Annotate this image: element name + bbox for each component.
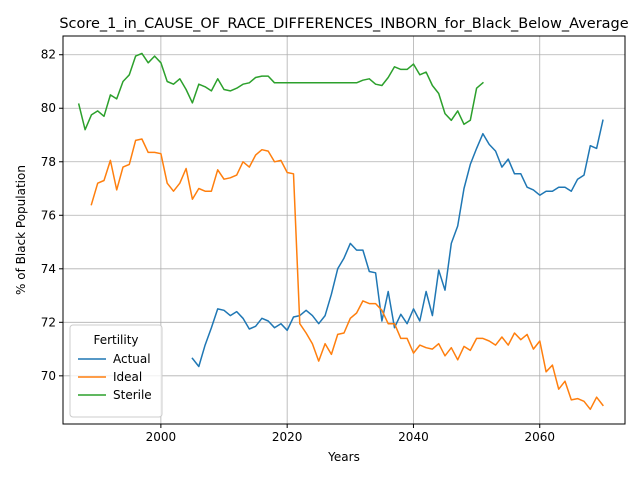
legend-label-actual: Actual [113, 352, 151, 366]
x-tick-label: 2060 [524, 430, 555, 444]
x-axis: 2000 2020 2040 2060 [146, 424, 555, 444]
y-tick-label: 76 [41, 208, 56, 222]
legend-label-sterile: Sterile [113, 388, 152, 402]
legend-label-ideal: Ideal [113, 370, 142, 384]
y-tick-label: 82 [41, 48, 56, 62]
y-axis: 70 72 74 76 78 80 82 [41, 48, 63, 383]
legend-box [69, 324, 163, 418]
legend-items: Actual Ideal Sterile [78, 352, 152, 402]
chart-title: Score_1_in_CAUSE_OF_RACE_DIFFERENCES_INB… [59, 16, 628, 32]
series-line-ideal [90, 138, 604, 411]
y-axis-label: % of Black Population [14, 165, 28, 295]
series-lines [77, 52, 604, 411]
y-tick-label: 72 [41, 315, 56, 329]
x-tick-label: 2040 [398, 430, 429, 444]
x-tick-label: 2020 [272, 430, 303, 444]
y-tick-label: 74 [41, 262, 56, 276]
grid-lines [63, 36, 625, 424]
plot-frame [62, 35, 626, 425]
legend-title: Fertility [93, 333, 138, 347]
y-tick-label: 80 [41, 101, 56, 115]
x-axis-label: Years [327, 450, 360, 464]
y-tick-label: 78 [41, 155, 56, 169]
series-line-sterile [77, 52, 484, 131]
y-tick-label: 70 [41, 369, 56, 383]
series-line-actual [191, 119, 604, 368]
x-tick-label: 2000 [146, 430, 177, 444]
legend: Fertility Actual Ideal Sterile [69, 324, 163, 418]
